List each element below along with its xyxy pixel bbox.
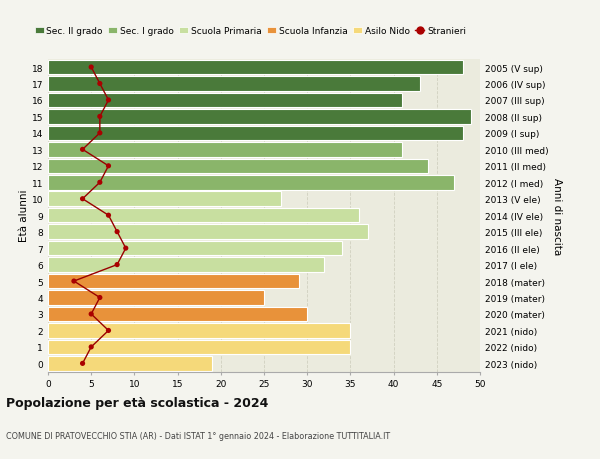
- Bar: [48, 225, 368, 240]
- Point: [95, 81, 104, 88]
- Point: [78, 360, 88, 367]
- Point: [95, 130, 104, 137]
- Bar: [48, 274, 299, 289]
- Point: [104, 97, 113, 104]
- Bar: [48, 159, 428, 174]
- Point: [86, 343, 96, 351]
- Point: [95, 113, 104, 121]
- Bar: [48, 176, 454, 190]
- Point: [86, 64, 96, 72]
- Bar: [48, 94, 402, 108]
- Bar: [48, 258, 325, 272]
- Bar: [48, 110, 472, 124]
- Bar: [48, 324, 350, 338]
- Bar: [48, 143, 402, 157]
- Bar: [48, 61, 463, 75]
- Text: COMUNE DI PRATOVECCHIO STIA (AR) - Dati ISTAT 1° gennaio 2024 - Elaborazione TUT: COMUNE DI PRATOVECCHIO STIA (AR) - Dati …: [6, 431, 390, 440]
- Point: [121, 245, 131, 252]
- Bar: [48, 208, 359, 223]
- Point: [112, 261, 122, 269]
- Bar: [48, 356, 212, 371]
- Bar: [48, 241, 342, 256]
- Point: [104, 163, 113, 170]
- Y-axis label: Anni di nascita: Anni di nascita: [553, 177, 562, 254]
- Point: [112, 229, 122, 236]
- Point: [95, 179, 104, 186]
- Point: [104, 327, 113, 335]
- Bar: [48, 340, 350, 354]
- Legend: Sec. II grado, Sec. I grado, Scuola Primaria, Scuola Infanzia, Asilo Nido, Stran: Sec. II grado, Sec. I grado, Scuola Prim…: [31, 23, 470, 40]
- Point: [78, 196, 88, 203]
- Text: Popolazione per età scolastica - 2024: Popolazione per età scolastica - 2024: [6, 396, 268, 409]
- Point: [104, 212, 113, 219]
- Bar: [48, 192, 281, 207]
- Bar: [48, 291, 264, 305]
- Point: [86, 311, 96, 318]
- Bar: [48, 77, 419, 91]
- Y-axis label: Età alunni: Età alunni: [19, 190, 29, 242]
- Point: [95, 294, 104, 302]
- Bar: [48, 126, 463, 141]
- Point: [78, 146, 88, 154]
- Bar: [48, 307, 307, 321]
- Point: [69, 278, 79, 285]
